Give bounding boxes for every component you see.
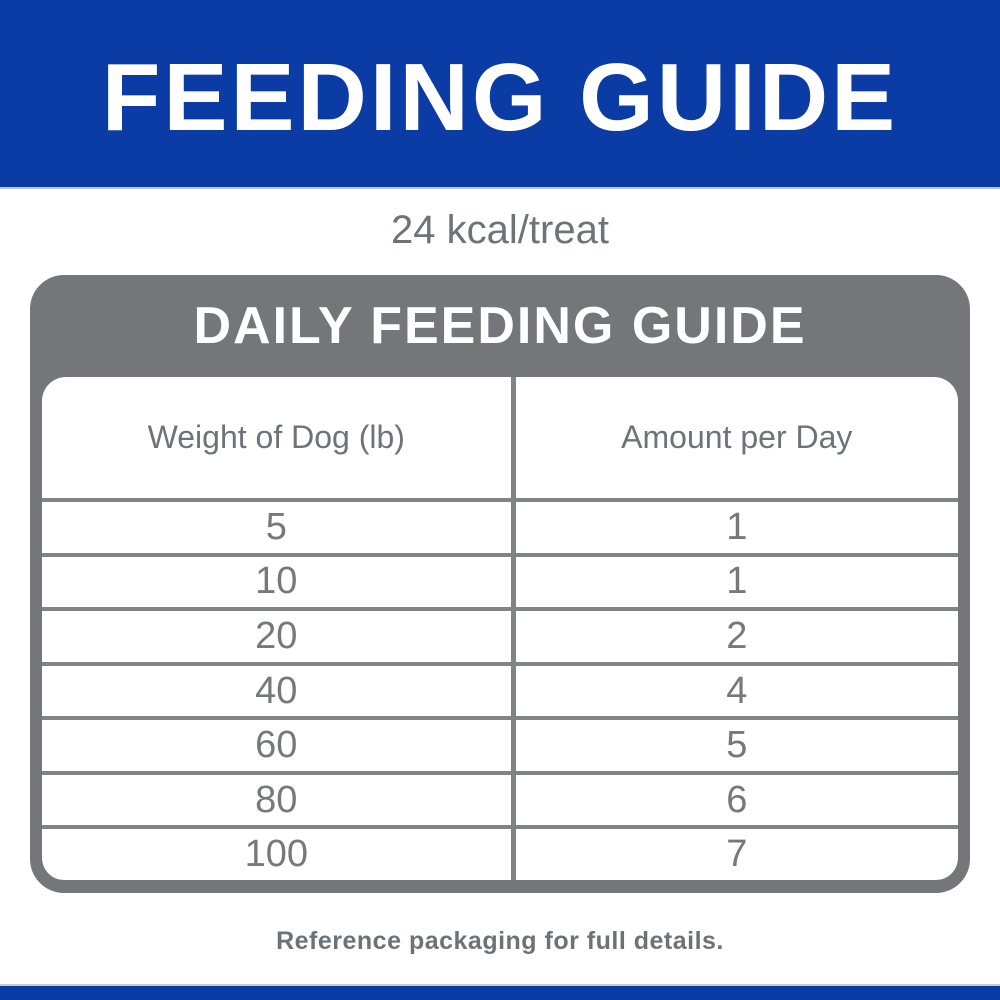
table-row: 60 5 (42, 716, 958, 771)
weight-column-header: Weight of Dog (lb) (42, 377, 516, 498)
amount-cell: 1 (726, 505, 748, 548)
table-row: 5 1 (42, 498, 958, 553)
table-row: 20 2 (42, 607, 958, 662)
weight-cell: 80 (42, 774, 516, 826)
amount-cell: 7 (726, 833, 748, 876)
table-row: 40 4 (42, 661, 958, 717)
weight-cell: 60 (42, 720, 516, 771)
kcal-per-treat-note: 24 kcal/treat (391, 208, 609, 252)
feeding-table: Weight of Dog (lb) Amount per Day 5 1 10… (42, 377, 958, 880)
weight-cell: 40 (42, 665, 516, 717)
top-banner: FEEDING GUIDE (0, 0, 1000, 189)
amount-cell: 1 (726, 560, 748, 603)
amount-cell: 2 (726, 614, 748, 657)
amount-cell: 4 (726, 669, 748, 712)
table-row: 100 7 (42, 825, 958, 880)
daily-feeding-guide-panel: DAILY FEEDING GUIDE Weight of Dog (lb) A… (30, 275, 970, 893)
amount-column-header: Amount per Day (621, 419, 853, 455)
footer-note: Reference packaging for full details. (276, 927, 724, 955)
table-row: 80 6 (42, 770, 958, 826)
bottom-blue-strip (0, 984, 1000, 1000)
weight-cell: 100 (42, 829, 516, 880)
weight-cell: 20 (42, 611, 516, 662)
amount-cell: 6 (726, 778, 748, 821)
panel-title: DAILY FEEDING GUIDE (193, 297, 807, 355)
table-header-row: Weight of Dog (lb) Amount per Day (42, 377, 958, 498)
amount-cell: 5 (726, 724, 748, 767)
weight-cell: 10 (42, 556, 516, 608)
weight-cell: 5 (42, 502, 516, 553)
page-title: FEEDING GUIDE (101, 43, 899, 151)
table-row: 10 1 (42, 552, 958, 608)
